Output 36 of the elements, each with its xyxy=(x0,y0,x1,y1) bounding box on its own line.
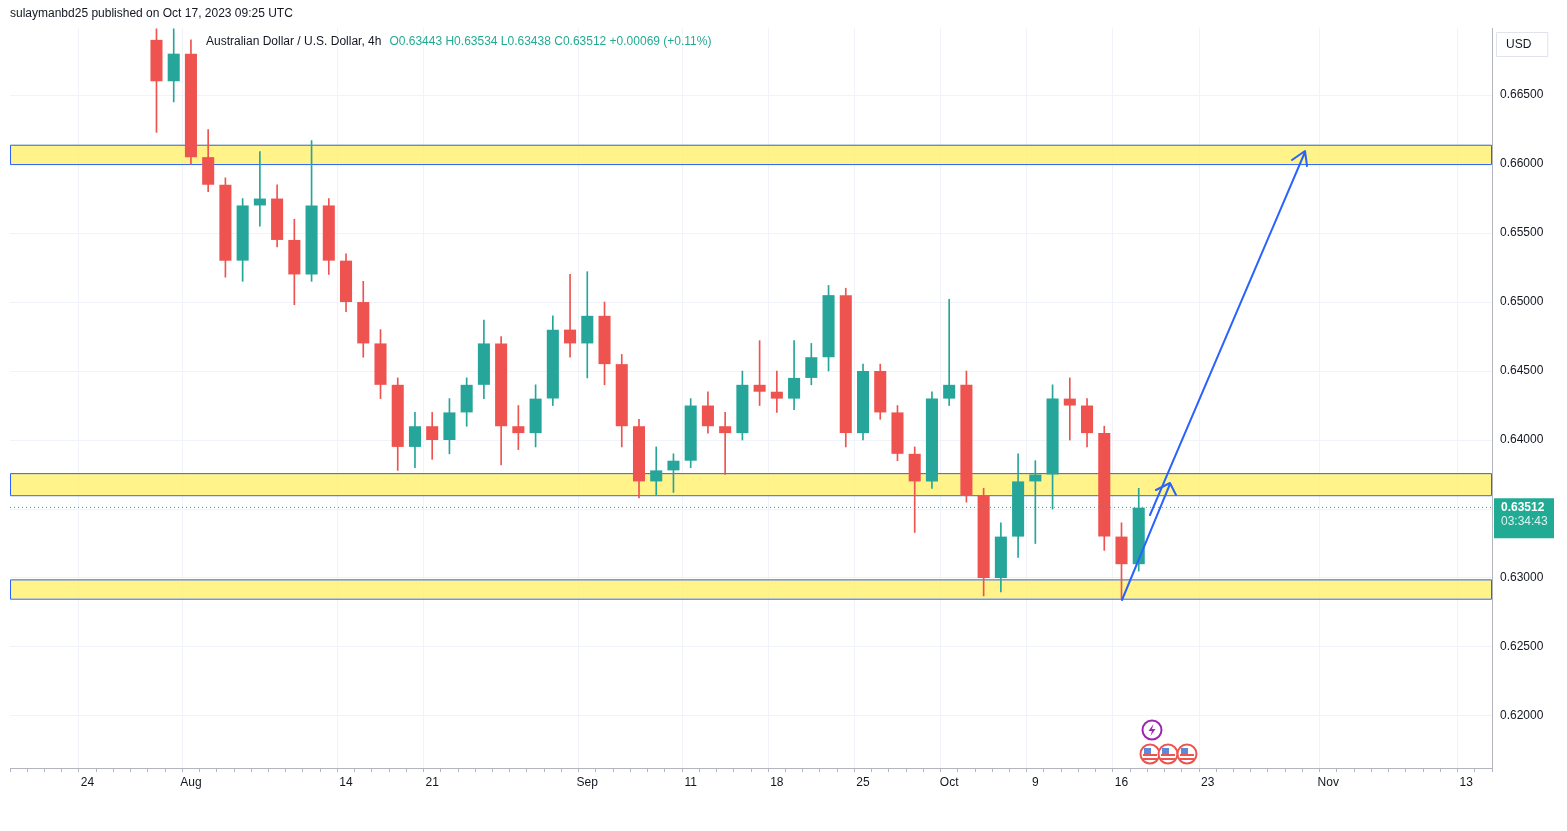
x-tick-label: 23 xyxy=(1200,774,1215,789)
x-tick-label: 25 xyxy=(856,774,871,789)
x-tick-label: 16 xyxy=(1114,774,1129,789)
text: O0.63443 H0.63534 L0.63438 C0.63512 +0.00069 (+0.11%) xyxy=(389,34,712,49)
y-tick-label: 0.65500 xyxy=(1500,225,1544,240)
y-axis-title: USD xyxy=(1506,37,1532,52)
y-tick-label: 0.64500 xyxy=(1500,363,1544,378)
x-tick-label: Oct xyxy=(939,774,960,789)
y-tick-label: 0.62500 xyxy=(1500,639,1544,654)
x-tick-label: 24 xyxy=(80,774,95,789)
x-tick-label: Aug xyxy=(180,774,202,789)
x-tick-label: Nov xyxy=(1317,774,1339,789)
candlestick xyxy=(719,412,732,475)
x-tick-label: Sep xyxy=(576,774,599,789)
text: 03:34:43 xyxy=(1501,513,1549,528)
x-tick-label: 21 xyxy=(425,774,440,789)
y-tick-label: 0.63000 xyxy=(1500,570,1544,585)
text: sulaymanbd25 published on Oct 17, 2023 09:25 UTC xyxy=(10,6,294,21)
candlestick xyxy=(564,274,577,358)
x-tick-label: 13 xyxy=(1459,774,1474,789)
candlestick xyxy=(770,370,783,413)
candlestick xyxy=(943,298,956,406)
y-tick-label: 0.64000 xyxy=(1500,432,1544,447)
ref-line-label: 0.63512 xyxy=(1501,499,1545,514)
y-tick-label: 0.65000 xyxy=(1500,294,1544,309)
x-tick-label: 18 xyxy=(770,774,784,789)
text: Australian Dollar / U.S. Dollar, 4h xyxy=(206,34,382,49)
y-tick-label: 0.62000 xyxy=(1500,708,1544,723)
x-tick-label: 9 xyxy=(1031,774,1039,789)
y-tick-label: 0.66000 xyxy=(1500,156,1544,171)
y-tick-label: 0.66500 xyxy=(1500,87,1544,102)
candlestick xyxy=(650,446,663,496)
x-tick-label: 14 xyxy=(339,774,354,789)
candlestick xyxy=(1063,377,1076,441)
x-tick-label: 11 xyxy=(684,774,698,789)
candlestick xyxy=(581,271,594,379)
